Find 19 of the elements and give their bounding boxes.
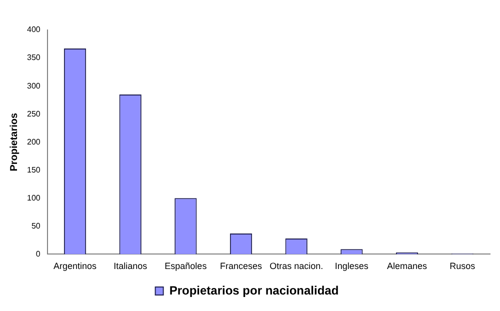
x-tick-label: Otras nacion. [270,261,324,272]
y-tick-label: 200 [26,137,41,146]
legend-label: Propietarios por nacionalidad [169,283,339,298]
y-tick-label: 50 [31,221,41,230]
y-axis-title: Propietarios [8,112,20,172]
x-tick-label: Alemanes [386,261,428,272]
y-tick-label: 100 [26,193,41,202]
x-tick-label: Españoles [164,261,208,272]
y-tick-label: 150 [26,165,41,174]
x-tick-label: Argentinos [54,261,98,272]
x-tick-label: Ingleses [334,261,369,272]
y-tick-label: 400 [26,25,41,34]
y-tick-label: 350 [26,53,41,62]
y-tick-label: 250 [26,109,41,118]
y-tick-label: 0 [36,249,41,258]
x-tick-label: Italianos [114,261,148,272]
y-tick-label: 300 [26,81,41,90]
x-tick-label: Franceses [220,261,263,272]
x-tick-label: Rusos [450,261,476,272]
